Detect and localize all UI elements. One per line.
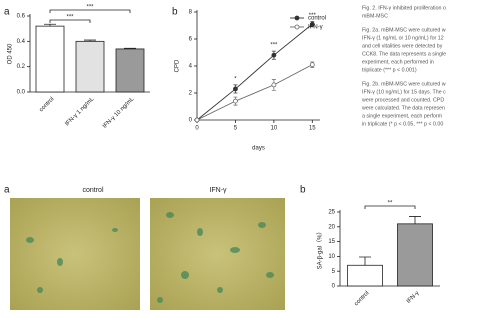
y-tick-label: 20: [328, 224, 335, 230]
x-tick-label: 5: [234, 126, 238, 132]
stained-cells: [26, 212, 274, 303]
image-label: control: [82, 187, 103, 194]
bar: [115, 48, 145, 93]
bar: [75, 40, 105, 93]
panel-label: a: [4, 7, 10, 18]
caption-line: IFN-γ (1 ng/mL or 10 ng/mL) for 12: [362, 35, 444, 41]
y-tick-label: 4: [189, 64, 193, 70]
significance-label: ***: [66, 15, 74, 21]
caption-line: were processed and counted. CPD: [362, 97, 444, 103]
y-axis-label: SA-β-gal（%）: [317, 229, 324, 270]
x-tick-label: IFN-γ: [406, 290, 421, 305]
y-tick-label: 5: [332, 269, 336, 275]
y-tick-label: 10: [328, 254, 335, 260]
point: [271, 52, 277, 58]
significance-bracket: [364, 205, 416, 209]
panel-label: b: [300, 185, 306, 196]
series-line: [196, 23, 313, 121]
caption-line: CCK8. The data represents a single: [362, 51, 446, 57]
y-tick-label: 0: [332, 284, 336, 290]
point: [309, 62, 315, 68]
x-tick-label: 10: [271, 126, 278, 132]
legend-marker: [294, 15, 300, 21]
y-tick-label: 0.6: [17, 14, 26, 20]
micrograph: [10, 198, 140, 310]
y-tick-label: 2: [189, 91, 193, 97]
x-tick-label: control: [354, 290, 371, 307]
caption-line: a single experiment, each perform: [362, 113, 443, 119]
y-tick-label: 25: [328, 210, 335, 216]
y-tick-label: 0.2: [17, 64, 26, 70]
y-tick-label: 15: [328, 239, 335, 245]
significance-bracket: [49, 19, 91, 23]
significance-label: *: [234, 76, 237, 82]
caption-line: Fig. 2a. mBM-MSC were cultured w: [362, 27, 446, 33]
error-bar: [409, 216, 421, 224]
y-tick-label: 6: [189, 37, 193, 43]
point: [271, 82, 277, 88]
x-axis-label: days: [252, 146, 265, 152]
y-tick-label: 0: [189, 118, 193, 124]
caption-line: and cell vitalities were detected by: [362, 43, 443, 49]
y-tick-label: 0.0: [17, 90, 26, 96]
caption-line: Fig. 2b. mBM-MSC were cultured w: [362, 81, 446, 87]
error-bar: [44, 23, 56, 27]
caption-line: were calculated. The data represen: [362, 105, 445, 111]
error-bar: [124, 47, 136, 49]
significance-label: **: [388, 201, 393, 207]
legend-label: IFN-γ: [308, 25, 323, 31]
point: [309, 21, 315, 27]
error-bar: [359, 256, 371, 266]
point: [233, 86, 238, 92]
y-axis-label: OD 450: [8, 43, 14, 64]
series-line: [196, 64, 313, 121]
legend-marker: [294, 24, 300, 30]
caption-line: experiment, each performed in: [362, 59, 434, 65]
x-tick-label: IFN-γ 1 ng/mL: [64, 96, 96, 128]
y-tick-label: 0.4: [17, 39, 26, 45]
x-tick-label: 0: [195, 126, 199, 132]
y-tick-label: 8: [189, 10, 193, 16]
x-tick-label: control: [39, 96, 56, 113]
bar: [35, 25, 65, 93]
bar: [397, 223, 433, 287]
significance-bracket: [49, 9, 131, 13]
caption-line: triplicate (*** p < 0.001): [362, 67, 417, 73]
legend-label: control: [308, 16, 326, 22]
image-label: IFN-γ: [209, 187, 227, 194]
caption-line: Fig. 2. IFN-γ inhibited proliferation o: [362, 5, 446, 11]
caption-line: mBM-MSC: [362, 13, 388, 19]
caption-line: IFN-γ (10 ng/mL) for 15 days. The c: [362, 89, 446, 95]
y-axis-label: CPD: [175, 59, 181, 72]
x-tick-label: 15: [309, 126, 316, 132]
caption-line: in triplicate (* p < 0.05, *** p < 0.00: [362, 121, 443, 127]
point: [233, 98, 238, 104]
error-bar: [84, 39, 96, 42]
x-tick-label: IFN-γ 10 ng/mL: [102, 96, 136, 130]
significance-label: ***: [309, 13, 317, 19]
significance-label: ***: [86, 5, 94, 11]
panel-label: b: [172, 7, 178, 18]
significance-label: ***: [270, 43, 278, 49]
panel-label: a: [4, 185, 10, 196]
bar: [347, 264, 383, 287]
point: [194, 117, 200, 123]
